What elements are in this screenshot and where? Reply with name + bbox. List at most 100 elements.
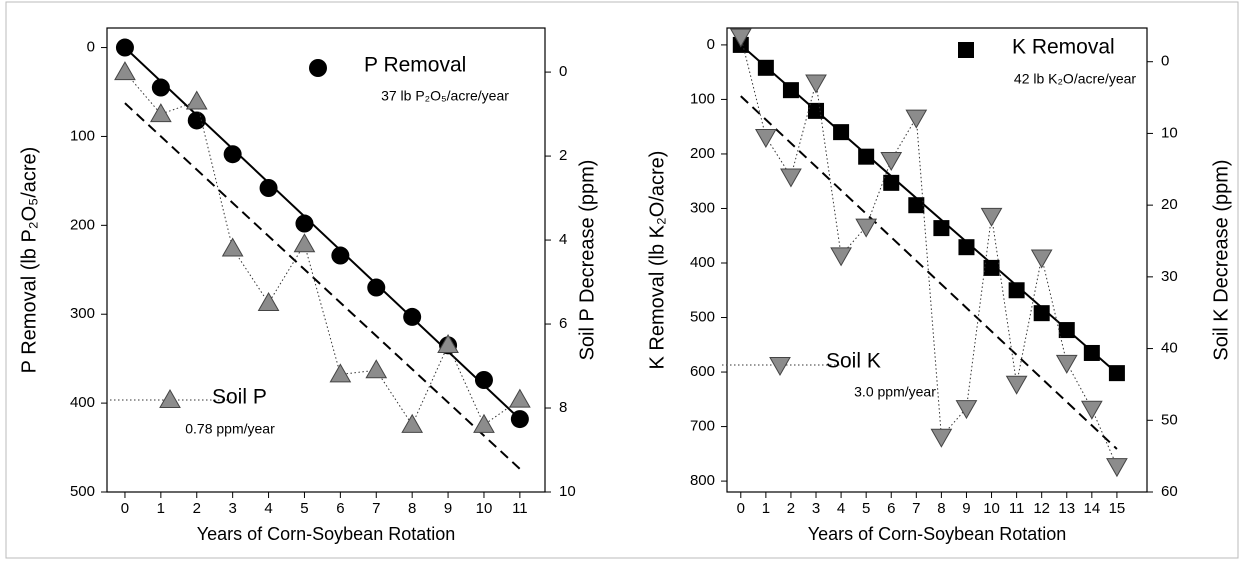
point xyxy=(259,179,278,197)
y-axis-label: P Removal (lb P₂O₅/acre) xyxy=(18,147,40,374)
x-axis-label: Years of Corn-Soybean Rotation xyxy=(197,524,456,544)
x-tick-label: 0 xyxy=(121,500,129,517)
y-axis-label: K Removal (lb K₂O/acre) xyxy=(646,151,668,370)
x-axis-label: Years of Corn-Soybean Rotation xyxy=(808,524,1067,544)
plot-frame xyxy=(726,27,1148,493)
y2-tick-label: 6 xyxy=(559,315,567,332)
x-tick-label: 4 xyxy=(837,500,845,517)
legend-label: P Removal xyxy=(364,54,466,77)
x-tick-label: 3 xyxy=(228,500,236,517)
point xyxy=(729,28,752,48)
point xyxy=(1083,344,1100,361)
x-tick-label: 10 xyxy=(476,500,493,517)
point xyxy=(858,148,875,165)
y-tick-label: 800 xyxy=(690,472,715,489)
point xyxy=(367,278,386,297)
y2-tick-label: 10 xyxy=(559,483,576,500)
legend-annotation: 42 lb K₂O/acre/year xyxy=(1014,71,1136,87)
y-tick-label: 200 xyxy=(70,216,95,233)
y2-tick-label: 40 xyxy=(1161,340,1178,357)
point xyxy=(805,74,827,94)
point xyxy=(331,246,350,265)
point xyxy=(151,78,170,97)
point xyxy=(221,237,244,257)
y2-axis-label: Soil K Decrease (ppm) xyxy=(1210,159,1232,360)
y-tick-label: 200 xyxy=(690,145,715,162)
point xyxy=(403,307,422,326)
series-line xyxy=(740,36,1118,467)
point xyxy=(755,129,777,149)
y-tick-label: 600 xyxy=(690,363,715,380)
y-tick-label: 100 xyxy=(70,127,95,144)
trend-line xyxy=(124,102,521,470)
x-tick-label: 6 xyxy=(336,500,344,517)
y-tick-label: 700 xyxy=(690,418,715,435)
point xyxy=(905,109,928,129)
figure-border xyxy=(5,1,1239,559)
x-tick-label: 11 xyxy=(512,500,528,517)
x-tick-label: 9 xyxy=(962,500,970,517)
point xyxy=(908,197,925,214)
point xyxy=(473,413,495,433)
point xyxy=(782,82,799,99)
y2-tick-label: 60 xyxy=(1161,483,1178,500)
x-tick-label: 12 xyxy=(1033,500,1050,517)
x-tick-label: 0 xyxy=(737,500,745,517)
point xyxy=(185,90,208,110)
point xyxy=(830,247,852,267)
legend-symbol xyxy=(159,388,181,408)
y-tick-label: 500 xyxy=(70,483,95,500)
point xyxy=(115,38,134,57)
point xyxy=(223,145,242,164)
point xyxy=(437,334,459,354)
legend-symbol xyxy=(958,42,974,58)
point xyxy=(510,410,529,429)
y2-tick-label: 0 xyxy=(559,63,567,80)
plot-frame xyxy=(106,27,546,493)
point xyxy=(833,124,850,141)
legend-symbol xyxy=(309,59,327,77)
point xyxy=(509,388,531,408)
point xyxy=(1055,354,1078,374)
point xyxy=(1058,322,1075,339)
point xyxy=(295,214,314,233)
x-tick-label: 5 xyxy=(300,500,308,517)
point xyxy=(955,400,978,420)
point xyxy=(883,174,900,191)
x-tick-label: 2 xyxy=(193,500,201,517)
point xyxy=(1108,365,1125,382)
x-tick-label: 13 xyxy=(1058,500,1075,517)
point xyxy=(365,359,388,379)
x-tick-label: 3 xyxy=(812,500,820,517)
legend-label: Soil P xyxy=(212,386,267,409)
y2-tick-label: 8 xyxy=(559,399,567,416)
point xyxy=(880,151,903,171)
y2-tick-label: 4 xyxy=(559,231,567,248)
point xyxy=(1030,249,1053,269)
x-tick-label: 4 xyxy=(264,500,272,517)
point xyxy=(780,168,802,188)
x-tick-label: 14 xyxy=(1083,500,1100,517)
series-line xyxy=(124,71,521,426)
y-tick-label: 500 xyxy=(690,308,715,325)
y-tick-label: 400 xyxy=(690,254,715,271)
x-tick-label: 11 xyxy=(1009,500,1025,517)
point xyxy=(855,218,878,238)
point xyxy=(114,61,136,81)
y-tick-label: 400 xyxy=(70,394,95,411)
point xyxy=(933,220,950,237)
point xyxy=(149,103,172,123)
point xyxy=(401,413,424,433)
x-tick-label: 9 xyxy=(444,500,452,517)
y-tick-label: 0 xyxy=(707,36,715,53)
y2-tick-label: 30 xyxy=(1161,268,1178,285)
point xyxy=(1005,375,1028,395)
x-tick-label: 7 xyxy=(912,500,920,517)
point xyxy=(1080,400,1103,420)
x-tick-label: 15 xyxy=(1109,500,1126,517)
x-tick-label: 8 xyxy=(937,500,945,517)
point xyxy=(474,371,493,389)
y-tick-label: 0 xyxy=(87,39,95,56)
legend-annotation: 37 lb P₂O₅/acre/year xyxy=(381,88,509,104)
